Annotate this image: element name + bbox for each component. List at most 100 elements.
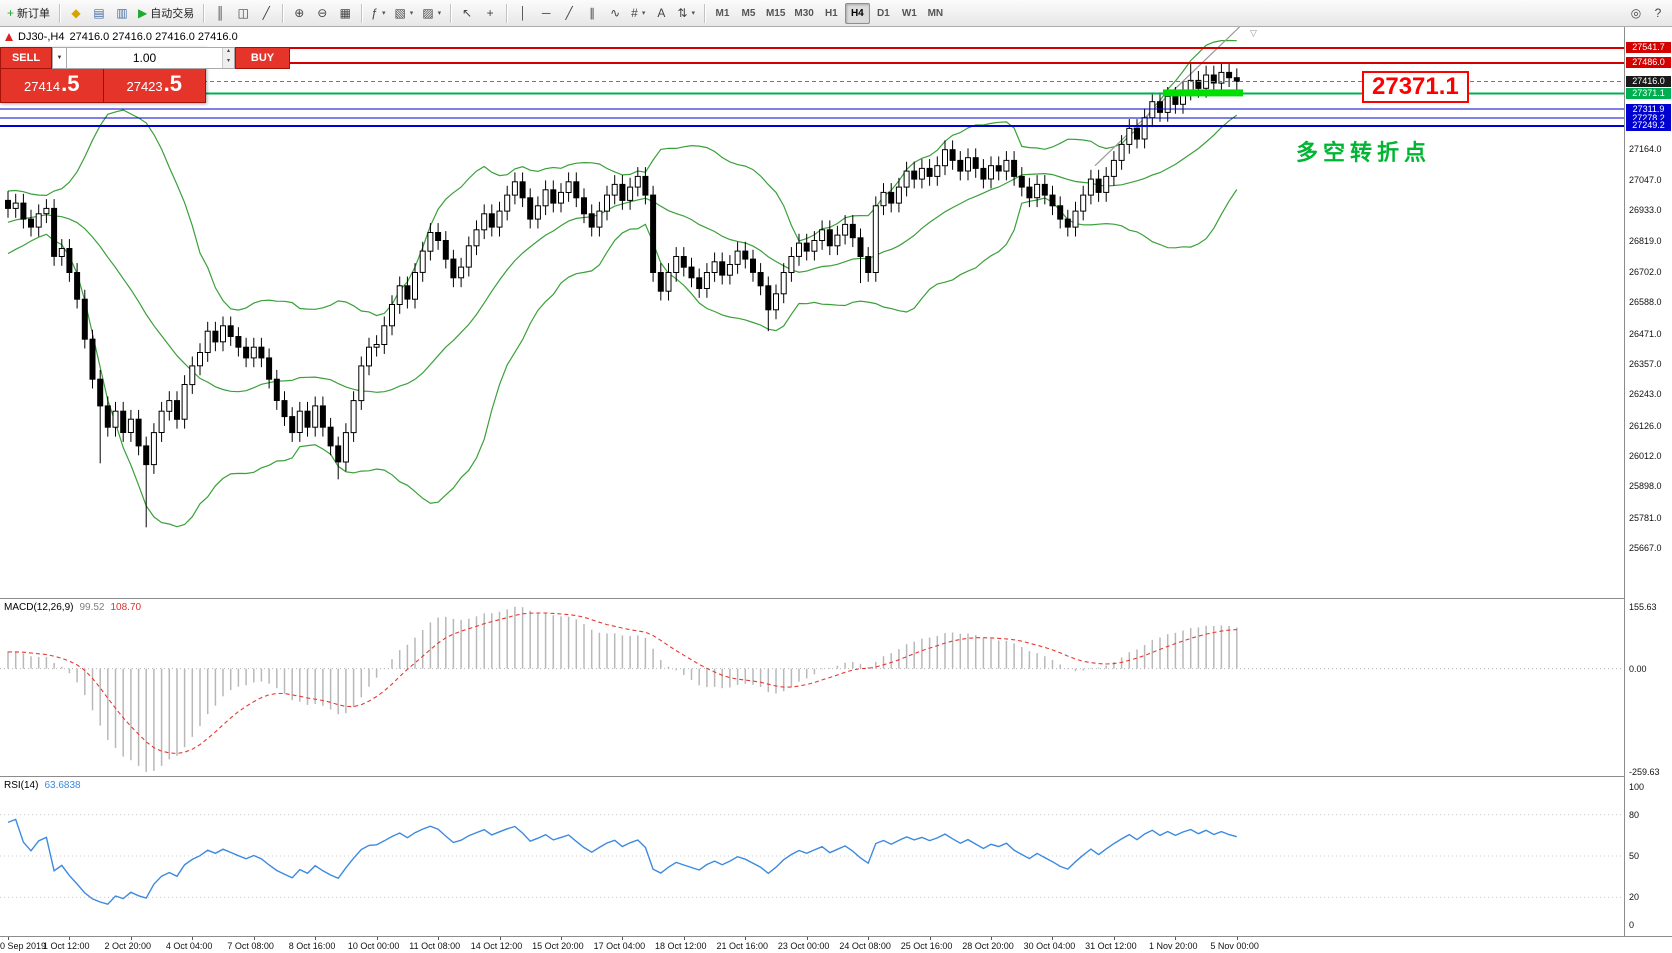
candle [281, 391, 288, 426]
sell-button[interactable]: SELL [0, 47, 52, 69]
candle [911, 161, 918, 189]
main-chart-canvas[interactable] [0, 27, 1624, 598]
price-scale-tick: 26243.0 [1629, 389, 1662, 400]
time-axis-label: 1 Nov 20:00 [1148, 941, 1198, 951]
candle [212, 321, 219, 352]
new-order-button[interactable]: + 新订单 [3, 3, 54, 24]
candle [734, 241, 741, 274]
candle [819, 220, 826, 250]
timeframe-button-d1[interactable]: D1 [871, 3, 896, 24]
panel-separator[interactable] [0, 776, 1672, 777]
time-axis-tick [1236, 937, 1238, 940]
arrows-icon[interactable]: ⇅ ▾ [673, 3, 699, 24]
macd-histogram [7, 606, 1238, 772]
periods-icon-caret: ▾ [409, 10, 414, 17]
price-scale-tick: 26126.0 [1629, 420, 1662, 431]
timeframe-button-m1[interactable]: M1 [710, 3, 735, 24]
vertical-line-icon[interactable]: │ [512, 3, 534, 24]
candle [796, 233, 802, 266]
timeframe-button-w1[interactable]: W1 [897, 3, 922, 24]
candle [1011, 151, 1018, 186]
candle [135, 409, 142, 456]
cursor-icon[interactable]: ↖ [456, 3, 478, 24]
volume-dropdown-button[interactable]: ▼ [52, 47, 67, 69]
time-axis-tick [745, 937, 747, 940]
timeframe-button-h1[interactable]: H1 [819, 3, 844, 24]
trendline-icon[interactable]: ╱ [558, 3, 580, 24]
zoom-in-icon: ⊕ [294, 6, 305, 20]
candle [834, 225, 841, 256]
toolbar-separator [59, 3, 61, 23]
cursor-icon: ↖ [462, 6, 473, 20]
candlestick-chart-icon: ◫ [237, 6, 249, 20]
macd-scale-tick: 0.00 [1629, 663, 1647, 674]
time-axis-label: 21 Oct 16:00 [716, 941, 769, 951]
bar-chart-icon[interactable]: ║ [209, 3, 231, 24]
candle [665, 263, 672, 301]
templates-icon[interactable]: ▨ ▾ [418, 3, 445, 24]
candle [166, 391, 173, 421]
candle [865, 247, 872, 282]
timeframe-button-m15[interactable]: M15 [762, 3, 789, 24]
rsi-scale-tick: 80 [1629, 809, 1640, 820]
price-scale-tick: 25781.0 [1629, 512, 1662, 523]
autotrading-button[interactable]: ▶ 自动交易 [134, 3, 198, 24]
tile-windows-icon[interactable]: ▦ [334, 3, 356, 24]
terminal-icon[interactable]: ▤ [88, 3, 110, 24]
candle [366, 337, 372, 376]
candle [435, 223, 442, 250]
candle [488, 204, 495, 237]
rsi-panel-canvas[interactable] [0, 777, 1624, 936]
indicators-icon[interactable]: ƒ ▾ [367, 3, 389, 24]
chart-shift-marker[interactable]: ▽ [1250, 28, 1257, 38]
panel-separator[interactable] [0, 936, 1672, 937]
price-scale-tick: 25667.0 [1629, 543, 1662, 554]
arrows-icon: ⇅ [677, 6, 688, 20]
price-scale[interactable]: 27164.0 27047.0 26933.0 26819.0 26702.0 26588… [1624, 27, 1672, 936]
buy-button[interactable]: BUY [235, 47, 290, 69]
candle [519, 172, 526, 208]
annotation-note[interactable]: 多空转折点 [1296, 140, 1432, 165]
crosshair-icon[interactable]: + [479, 3, 501, 24]
highlight-bar[interactable] [1163, 89, 1243, 97]
rsi-scale-tick: 0 [1629, 920, 1635, 930]
toolbar-right-group: ◎? [1625, 3, 1669, 24]
periods-icon[interactable]: ▧ ▾ [390, 3, 417, 24]
candle [957, 151, 964, 181]
candle [842, 215, 849, 245]
strategy-tester-icon[interactable]: ▥ [111, 3, 133, 24]
horizontal-line-icon[interactable]: ─ [535, 3, 557, 24]
trade-controls-row: SELL ▼ ▴ ▾ BUY [0, 47, 290, 69]
ask-fraction-digits: .5 [163, 71, 182, 96]
ask-price[interactable]: 27423 .5 [104, 69, 206, 102]
candle [680, 247, 687, 277]
time-axis[interactable]: 0 Sep 2019 1 Oct 12:00 2 Oct 20:00 4 Oct 04… [0, 937, 1672, 953]
rsi-indicator-label: RSI(14) 63.6838 [4, 780, 81, 791]
volume-increase-icon[interactable]: ▴ [223, 48, 234, 58]
candle [335, 436, 342, 480]
text-label-icon[interactable]: A [650, 3, 672, 24]
timeframe-button-m30[interactable]: M30 [790, 3, 817, 24]
shapes-icon[interactable]: # ▾ [627, 3, 649, 24]
zoom-in-icon[interactable]: ⊕ [288, 3, 310, 24]
metaeditor-icon[interactable]: ◆ [65, 3, 87, 24]
fibonacci-icon[interactable]: ∿ [604, 3, 626, 24]
timeframe-button-h4[interactable]: H4 [844, 2, 870, 24]
timeframe-button-mn[interactable]: MN [923, 3, 948, 24]
bid-price[interactable]: 27414 .5 [1, 69, 103, 102]
panel-separator[interactable] [0, 598, 1672, 599]
timeframe-button-m5[interactable]: M5 [736, 3, 761, 24]
volume-input[interactable] [67, 48, 222, 68]
candlestick-chart-icon[interactable]: ◫ [232, 3, 254, 24]
equidistant-channel-icon[interactable]: ∥ [581, 3, 603, 24]
volume-decrease-icon[interactable]: ▾ [223, 58, 234, 68]
price-callout[interactable]: 27371.1 [1362, 71, 1469, 103]
line-chart-icon[interactable]: ╱ [255, 3, 277, 24]
zoom-out-icon[interactable]: ⊖ [311, 3, 333, 24]
search-icon[interactable]: ◎ [1625, 3, 1647, 24]
candle [358, 356, 365, 410]
help-icon[interactable]: ? [1647, 3, 1669, 24]
candle [389, 295, 395, 336]
macd-panel-canvas[interactable] [0, 599, 1624, 776]
candle [880, 183, 887, 216]
